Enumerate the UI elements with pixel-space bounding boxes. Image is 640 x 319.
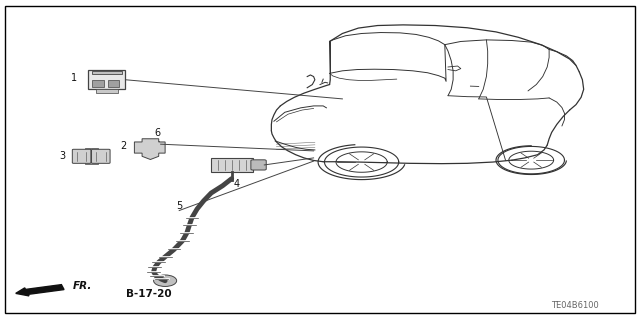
Bar bbox=[85, 148, 98, 164]
FancyBboxPatch shape bbox=[92, 149, 110, 163]
Bar bbox=[88, 70, 125, 89]
Circle shape bbox=[144, 140, 161, 148]
Bar bbox=[92, 80, 104, 87]
FancyArrow shape bbox=[16, 285, 64, 296]
Bar bbox=[108, 80, 119, 87]
Polygon shape bbox=[134, 139, 165, 160]
Circle shape bbox=[154, 275, 177, 286]
Text: 6: 6 bbox=[154, 128, 161, 138]
Text: B-17-20: B-17-20 bbox=[125, 289, 172, 299]
Circle shape bbox=[149, 143, 156, 146]
Text: 4: 4 bbox=[234, 179, 240, 189]
FancyBboxPatch shape bbox=[211, 158, 253, 172]
Text: 1: 1 bbox=[70, 73, 77, 83]
Text: 3: 3 bbox=[60, 151, 66, 161]
Bar bbox=[92, 71, 122, 74]
Text: 2: 2 bbox=[120, 141, 127, 151]
FancyBboxPatch shape bbox=[251, 160, 266, 170]
Text: FR.: FR. bbox=[72, 281, 92, 291]
Text: 5: 5 bbox=[176, 201, 182, 211]
Bar bbox=[96, 89, 118, 93]
Text: TE04B6100: TE04B6100 bbox=[550, 301, 598, 310]
FancyBboxPatch shape bbox=[72, 149, 91, 163]
